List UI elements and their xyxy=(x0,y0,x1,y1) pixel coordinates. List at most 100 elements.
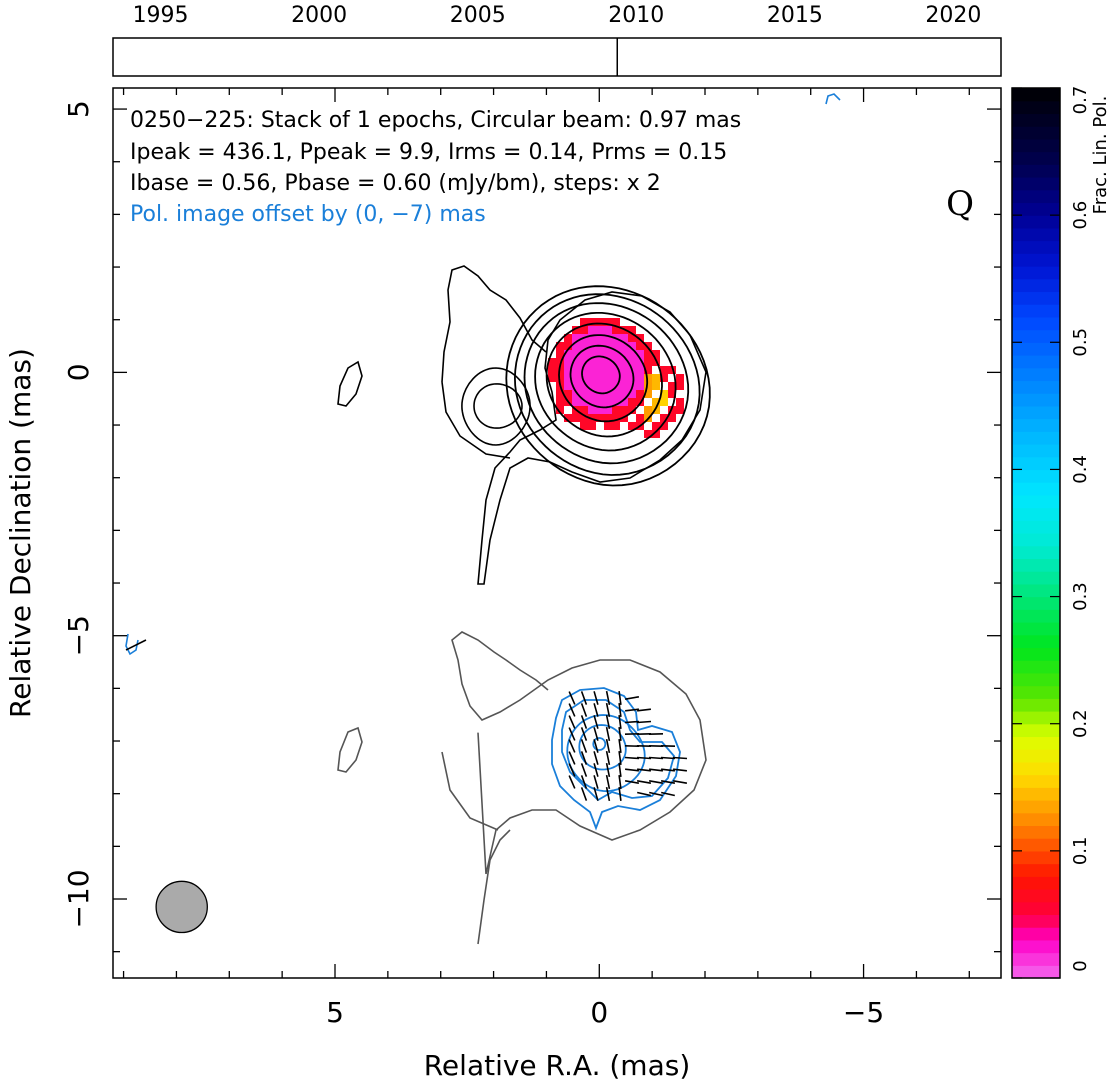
frac-pol-pixel xyxy=(636,374,644,382)
frac-pol-pixel xyxy=(668,382,676,390)
frac-pol-pixel xyxy=(548,366,556,374)
beam-ellipse xyxy=(155,880,208,934)
evpa-tick xyxy=(580,775,588,789)
evpa-tick xyxy=(580,691,588,705)
frac-pol-pixel xyxy=(556,350,564,358)
frac-pol-pixel xyxy=(660,366,668,374)
frac-pol-pixel xyxy=(580,382,588,390)
frac-pol-pixel xyxy=(596,374,604,382)
stokes-i-contours xyxy=(337,265,711,585)
evpa-tick xyxy=(593,775,599,789)
frac-pol-pixel xyxy=(620,374,628,382)
frac-pol-pixel xyxy=(668,414,676,422)
frac-pol-pixel xyxy=(644,366,652,374)
evpa-tick xyxy=(568,751,576,765)
colorbar-band xyxy=(1012,507,1060,521)
evpa-tick xyxy=(605,762,611,778)
colorbar-band xyxy=(1012,316,1060,331)
frac-pol-pixel xyxy=(660,414,668,422)
frac-pol-pixel xyxy=(604,406,612,414)
frac-pol-pixel xyxy=(644,430,652,438)
evpa-tick xyxy=(618,690,622,706)
colorbar-band xyxy=(1012,431,1060,445)
frac-pol-pixel xyxy=(636,342,644,350)
polarization-contours xyxy=(337,631,707,945)
x-tick-labels: 5 0 −5 xyxy=(326,996,884,1029)
frac-pol-pixel xyxy=(652,430,660,438)
frac-pol-pixel xyxy=(652,422,660,430)
colorbar-band xyxy=(1012,558,1060,572)
frac-pol-pixel xyxy=(588,406,596,414)
colorbar-tick-label: 0.2 xyxy=(1070,709,1091,738)
frac-pol-pixel xyxy=(556,390,564,398)
evpa-tick xyxy=(672,756,688,760)
edge-contour-mark xyxy=(125,633,139,656)
colorbar-tick-label: 0.5 xyxy=(1070,328,1091,357)
evpa-tick xyxy=(672,780,688,784)
frac-pol-pixel xyxy=(572,342,580,350)
colorbar-band xyxy=(1012,634,1060,649)
evpa-tick xyxy=(568,763,576,777)
pol-panel-knot-contour xyxy=(337,726,363,773)
frac-pol-pixel xyxy=(548,358,556,366)
evpa-tick xyxy=(580,787,588,801)
timeline-tick-label: 2020 xyxy=(925,3,981,28)
colorbar-gradient xyxy=(1012,88,1060,979)
frac-pol-pixel xyxy=(596,406,604,414)
frac-pol-pixel xyxy=(612,350,620,358)
evpa-tick xyxy=(580,763,588,777)
band-label: Q xyxy=(946,184,974,224)
evpa-tick xyxy=(624,696,640,700)
evpa-tick xyxy=(648,756,664,760)
frac-pol-pixel xyxy=(580,422,588,430)
timeline-tick-label: 2015 xyxy=(767,3,823,28)
frac-pol-pixel xyxy=(572,350,580,358)
colorbar-band xyxy=(1012,469,1060,483)
frac-pol-pixel xyxy=(612,414,620,422)
colorbar-band xyxy=(1012,380,1060,394)
polarized-intensity-contour xyxy=(561,699,675,802)
colorbar-band xyxy=(1012,164,1060,178)
frac-pol-pixel xyxy=(612,366,620,374)
frac-pol-pixel xyxy=(604,374,612,382)
frac-pol-pixel xyxy=(604,334,612,342)
y-tick-label: 5 xyxy=(62,100,95,118)
colorbar-tick-label: 0.4 xyxy=(1070,455,1091,484)
colorbar-tick-label: 0 xyxy=(1070,960,1091,971)
evpa-tick xyxy=(605,786,611,802)
evpa-tick xyxy=(637,768,651,772)
colorbar-band xyxy=(1012,571,1060,585)
x-tick-label: 5 xyxy=(326,996,344,1029)
colorbar-band xyxy=(1012,545,1060,560)
evpa-ticks xyxy=(568,690,688,802)
edge-contour-mark xyxy=(825,93,841,105)
evpa-tick xyxy=(568,739,576,753)
colorbar-band xyxy=(1012,189,1060,204)
frac-pol-pixel xyxy=(620,366,628,374)
colorbar-band xyxy=(1012,88,1060,102)
colorbar-band xyxy=(1012,889,1060,903)
colorbar-band xyxy=(1012,126,1060,140)
colorbar-band xyxy=(1012,177,1060,191)
stokes-i-contour xyxy=(558,334,649,423)
frac-pol-pixel xyxy=(580,350,588,358)
frac-pol-pixel xyxy=(604,398,612,406)
colorbar-band xyxy=(1012,876,1060,890)
colorbar-band xyxy=(1012,927,1060,941)
frac-pol-pixel xyxy=(636,366,644,374)
polarized-intensity-contour xyxy=(551,687,681,831)
evpa-tick xyxy=(593,787,599,801)
frac-pol-pixel xyxy=(628,326,636,334)
frac-pol-pixel xyxy=(668,390,676,398)
stokes-i-contour xyxy=(461,367,531,446)
colorbar-band xyxy=(1012,342,1060,356)
colorbar-band xyxy=(1012,444,1060,458)
frac-pol-pixel xyxy=(636,350,644,358)
evpa-tick xyxy=(661,791,675,797)
evpa-tick xyxy=(593,739,599,753)
frac-pol-pixel xyxy=(612,342,620,350)
frac-pol-pixel xyxy=(676,398,684,406)
colorbar-band xyxy=(1012,965,1060,979)
evpa-tick xyxy=(625,708,639,712)
colorbar-band xyxy=(1012,456,1060,471)
